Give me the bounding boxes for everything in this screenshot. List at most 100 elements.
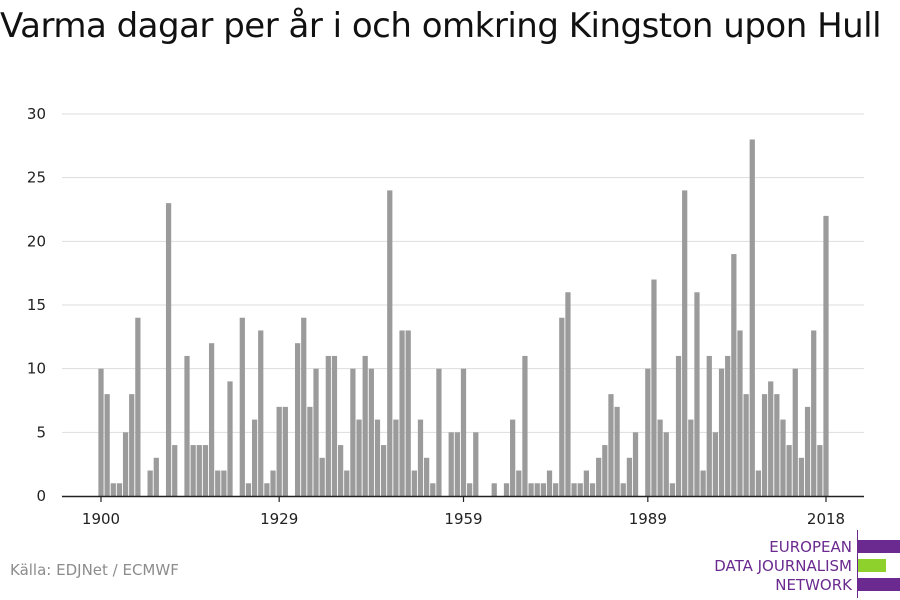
bars bbox=[98, 139, 829, 496]
x-tick-label: 2018 bbox=[807, 510, 845, 528]
bar-2008 bbox=[761, 394, 768, 496]
x-tick-label: 1959 bbox=[444, 510, 482, 528]
bar-2006 bbox=[749, 139, 755, 496]
bar-2003 bbox=[731, 254, 737, 496]
bar-1909 bbox=[153, 457, 159, 496]
bar-1927 bbox=[264, 483, 270, 496]
bar-1990 bbox=[651, 279, 657, 496]
bar-2013 bbox=[792, 368, 798, 496]
bar-1992 bbox=[663, 432, 669, 496]
bar-2010 bbox=[774, 394, 780, 496]
y-tick-label: 20 bbox=[27, 232, 46, 250]
x-tick-label: 1900 bbox=[82, 510, 120, 528]
y-tick-label: 30 bbox=[27, 105, 46, 123]
y-tick-label: 25 bbox=[27, 169, 46, 187]
logo-bar-bottom bbox=[858, 578, 900, 591]
bar-1987 bbox=[632, 432, 639, 496]
bar-1960 bbox=[467, 483, 473, 496]
bar-1957 bbox=[448, 432, 454, 496]
bar-2015 bbox=[804, 406, 811, 496]
y-tick-label: 0 bbox=[36, 487, 46, 505]
bar-1979 bbox=[583, 470, 589, 496]
bar-1989 bbox=[645, 368, 651, 496]
bar-1986 bbox=[626, 457, 633, 496]
logo-bar-middle bbox=[858, 559, 886, 572]
bar-2002 bbox=[725, 355, 731, 496]
bar-1948 bbox=[393, 419, 399, 496]
bar-1954 bbox=[430, 483, 436, 496]
bar-1951 bbox=[411, 470, 417, 496]
bar-1997 bbox=[694, 292, 700, 496]
x-tick-label: 1929 bbox=[260, 510, 298, 528]
bar-1929 bbox=[276, 406, 282, 496]
bar-1923 bbox=[239, 317, 245, 496]
bar-1982 bbox=[602, 445, 608, 496]
bar-1981 bbox=[596, 457, 602, 496]
bar-1939 bbox=[338, 445, 344, 496]
bar-1932 bbox=[294, 343, 301, 496]
bar-1996 bbox=[688, 419, 694, 496]
bar-1937 bbox=[325, 355, 331, 496]
bar-2001 bbox=[718, 368, 725, 496]
bar-1958 bbox=[454, 432, 460, 496]
bar-1999 bbox=[706, 355, 712, 496]
bar-1971 bbox=[534, 483, 540, 496]
bar-1900 bbox=[98, 368, 104, 496]
bar-chart: 0 5 10 15 20 25 30 1900 1929 1959 1989 2018 bbox=[27, 105, 864, 528]
bar-1906 bbox=[135, 317, 141, 496]
bar-1903 bbox=[116, 483, 123, 496]
bar-1938 bbox=[331, 355, 338, 496]
bar-1941 bbox=[350, 368, 356, 496]
bar-1955 bbox=[436, 368, 442, 496]
bar-1930 bbox=[282, 406, 288, 496]
bar-1920 bbox=[221, 470, 227, 496]
bar-1917 bbox=[202, 445, 209, 496]
logo-text-line-3: NETWORK bbox=[775, 576, 852, 594]
bar-1980 bbox=[589, 483, 596, 496]
y-axis-labels: 0 5 10 15 20 25 30 bbox=[27, 105, 46, 505]
bar-1912 bbox=[172, 445, 178, 496]
bar-1916 bbox=[196, 445, 202, 496]
bar-1975 bbox=[559, 317, 565, 496]
bar-1973 bbox=[546, 470, 553, 496]
bar-1942 bbox=[356, 419, 362, 496]
bar-1933 bbox=[301, 317, 307, 496]
bar-1967 bbox=[510, 419, 516, 496]
bar-2000 bbox=[712, 432, 719, 496]
y-tick-label: 5 bbox=[36, 423, 46, 441]
bar-1946 bbox=[381, 445, 387, 496]
bar-1949 bbox=[399, 330, 405, 496]
bar-2017 bbox=[817, 445, 823, 496]
bar-1970 bbox=[528, 483, 534, 496]
bar-1976 bbox=[565, 292, 571, 496]
bar-1945 bbox=[374, 419, 381, 496]
bar-2005 bbox=[743, 394, 749, 496]
bar-1904 bbox=[122, 432, 129, 496]
bar-1969 bbox=[522, 355, 528, 496]
bar-1968 bbox=[516, 470, 522, 496]
logo-text-line-2: DATA JOURNALISM bbox=[714, 557, 852, 575]
y-tick-label: 10 bbox=[27, 360, 46, 378]
bar-1978 bbox=[577, 483, 583, 496]
bar-1950 bbox=[405, 330, 411, 496]
x-tick-label: 1989 bbox=[629, 510, 667, 528]
bar-1935 bbox=[313, 368, 319, 496]
bar-2011 bbox=[780, 419, 786, 496]
bar-1943 bbox=[362, 355, 368, 496]
bar-2004 bbox=[737, 330, 743, 496]
bar-1908 bbox=[147, 470, 153, 496]
gridlines bbox=[62, 113, 864, 433]
chart-title: Varma dagar per år i och omkring Kingsto… bbox=[0, 6, 882, 46]
bar-1944 bbox=[368, 368, 374, 496]
bar-1972 bbox=[540, 483, 546, 496]
bar-2016 bbox=[811, 330, 817, 496]
bar-1994 bbox=[675, 355, 682, 496]
bar-1991 bbox=[657, 419, 663, 496]
bar-1952 bbox=[417, 419, 424, 496]
bar-1961 bbox=[473, 432, 479, 496]
bar-2007 bbox=[755, 470, 762, 496]
bar-1984 bbox=[614, 406, 620, 496]
bar-1998 bbox=[700, 470, 706, 496]
bar-2009 bbox=[768, 381, 774, 496]
bar-2018 bbox=[823, 215, 829, 496]
